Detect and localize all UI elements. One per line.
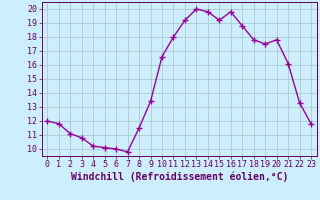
X-axis label: Windchill (Refroidissement éolien,°C): Windchill (Refroidissement éolien,°C) xyxy=(70,172,288,182)
